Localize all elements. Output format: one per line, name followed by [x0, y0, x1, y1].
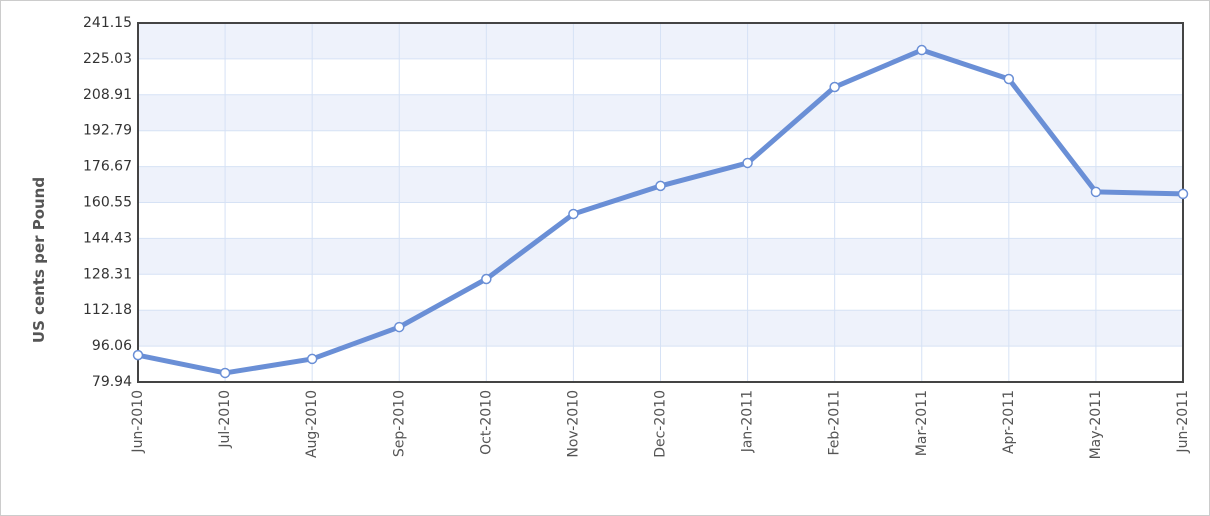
y-tick-label: 160.55: [83, 194, 132, 210]
x-tick-label: May-2011: [1088, 390, 1104, 459]
point: [132, 349, 144, 361]
point: [306, 353, 318, 365]
y-tick-label: 192.79: [83, 123, 132, 139]
x-tick-label: Apr-2011: [1001, 390, 1017, 454]
y-tick-label: 176.67: [83, 159, 132, 175]
point: [394, 321, 405, 333]
x-tick-label: Feb-2011: [827, 390, 843, 455]
x-tick-label: Sep-2010: [391, 390, 407, 457]
point: [655, 180, 666, 192]
y-tick-label: 128.31: [83, 266, 132, 282]
y-tick-label: 225.03: [83, 51, 132, 67]
point: [1090, 186, 1102, 198]
x-tick-label: Jun-2011: [1175, 390, 1191, 454]
point: [916, 44, 927, 56]
x-tick-label: Jun-2010: [130, 390, 146, 454]
point: [742, 157, 753, 169]
x-tick-label: Jan-2011: [740, 390, 756, 453]
y-tick-label: 144.43: [83, 230, 132, 246]
x-tick-label: Jul-2010: [217, 390, 233, 449]
plot-border: [137, 22, 1184, 383]
point: [481, 273, 492, 285]
point: [568, 208, 579, 220]
point: [1003, 73, 1015, 85]
x-tick-label: Oct-2010: [478, 390, 494, 455]
y-tick-label: 241.15: [83, 15, 132, 31]
y-tick-label: 79.94: [92, 374, 132, 390]
y-tick-label: 112.18: [83, 302, 132, 318]
y-tick-label: 208.91: [83, 87, 132, 103]
x-tick-label: Aug-2010: [304, 390, 320, 458]
point: [219, 367, 231, 379]
point: [829, 81, 840, 93]
x-tick-label: Nov-2010: [565, 390, 581, 458]
point: [1177, 188, 1189, 200]
y-axis-label: US cents per Pound: [30, 177, 48, 343]
x-tick-label: Dec-2010: [653, 390, 669, 458]
y-tick-label: 96.06: [92, 338, 132, 354]
x-tick-label: Mar-2011: [914, 390, 930, 456]
